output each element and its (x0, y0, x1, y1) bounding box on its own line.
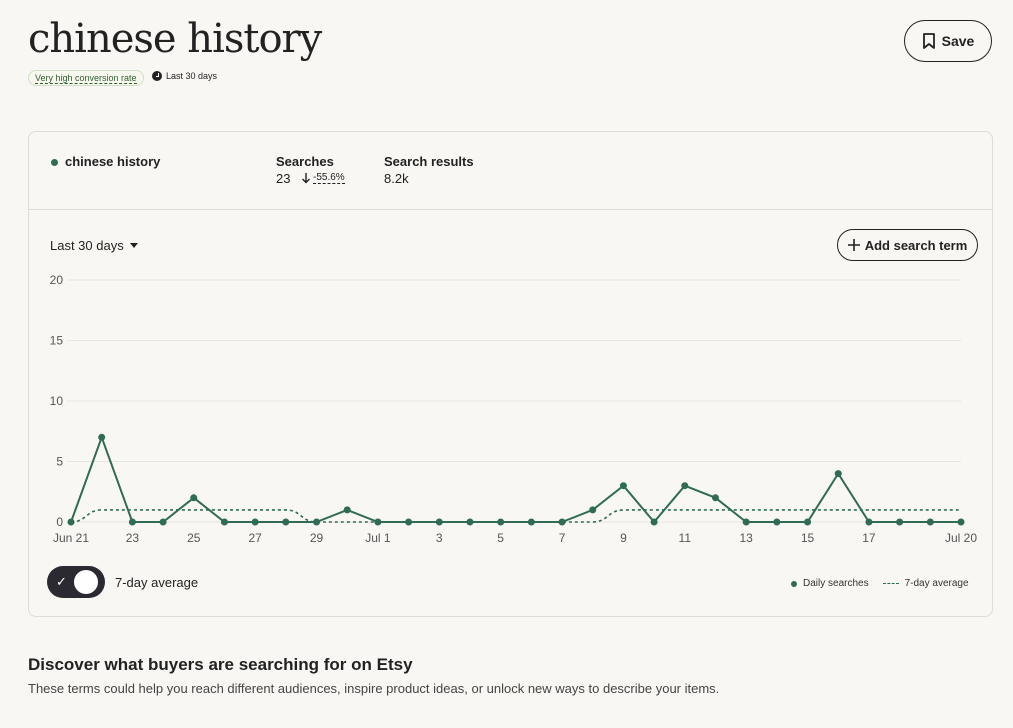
daily-searches-point (497, 518, 505, 526)
toggle-knob (74, 570, 98, 594)
y-tick-label: 20 (50, 273, 64, 287)
searches-label: Searches (276, 154, 334, 169)
searches-value: 23 (276, 171, 291, 186)
series-7-day-average (70, 509, 961, 523)
bookmark-icon (922, 33, 935, 49)
date-range-select[interactable]: Last 30 days (50, 238, 138, 253)
daily-searches-point (957, 518, 965, 526)
chevron-down-icon (129, 243, 138, 248)
add-search-term-button[interactable]: Add search term (837, 229, 978, 261)
daily-searches-point (343, 506, 351, 514)
x-tick-label: 9 (620, 531, 627, 545)
average-toggle[interactable]: ✓ (47, 566, 105, 598)
results-label: Search results (384, 154, 474, 169)
daily-searches-point (527, 518, 535, 526)
daily-searches-point (466, 518, 474, 526)
check-icon: ✓ (56, 574, 67, 589)
x-tick-label: 15 (801, 531, 815, 545)
daily-searches-point (926, 518, 934, 526)
conversion-badge-label: Very high conversion rate (35, 73, 137, 84)
discover-description: These terms could help you reach differe… (28, 681, 720, 696)
searches-change-value: -55.6% (313, 172, 345, 184)
legend-daily-label: Daily searches (803, 578, 869, 589)
x-tick-label: 7 (559, 531, 566, 545)
x-tick-label: 3 (436, 531, 443, 545)
x-tick-label: Jun 21 (53, 531, 89, 545)
searches-change[interactable]: -55.6% (301, 172, 345, 184)
daily-searches-point (896, 518, 904, 526)
daily-searches-point (558, 518, 566, 526)
save-button[interactable]: Save (904, 20, 992, 62)
daily-searches-point (804, 518, 812, 526)
period-tag: Last 30 days (152, 71, 217, 81)
daily-searches-point (374, 518, 382, 526)
x-tick-label: 5 (497, 531, 504, 545)
daily-searches-point (650, 518, 658, 526)
series-daily-searches (70, 434, 961, 524)
term-name: chinese history (65, 154, 161, 169)
x-tick-label: 17 (862, 531, 876, 545)
daily-searches-point (773, 518, 781, 526)
average-toggle-label: 7-day average (115, 575, 199, 590)
daily-searches-point (67, 518, 75, 526)
y-tick-label: 5 (56, 455, 63, 469)
legend-daily-marker (791, 580, 797, 587)
term-color-dot (51, 159, 58, 166)
x-tick-label: Jul 20 (945, 531, 977, 545)
daily-searches-point (313, 518, 321, 526)
y-tick-label: 0 (56, 515, 63, 529)
y-tick-label: 15 (50, 334, 64, 348)
daily-searches-point (619, 482, 627, 490)
daily-searches-point (251, 518, 259, 526)
daily-searches-point (220, 518, 228, 526)
x-tick-label: 23 (126, 531, 140, 545)
daily-searches-point (742, 518, 750, 526)
x-tick-label: 27 (248, 531, 262, 545)
card-divider (29, 209, 992, 210)
legend-avg-marker (882, 583, 899, 584)
daily-searches-point (711, 494, 719, 502)
period-label: Last 30 days (166, 71, 218, 81)
discover-heading: Discover what buyers are searching for o… (28, 655, 413, 674)
conversion-badge[interactable]: Very high conversion rate (28, 70, 144, 86)
clock-icon (152, 71, 162, 81)
x-tick-label: 11 (679, 531, 692, 545)
y-tick-label: 10 (50, 394, 64, 408)
daily-searches-point (98, 433, 106, 441)
x-tick-label: 25 (187, 531, 201, 545)
daily-searches-point (681, 482, 689, 490)
chart-legend: Daily searches 7-day average (791, 578, 969, 589)
date-range-label: Last 30 days (50, 238, 124, 253)
x-tick-label: Jul 1 (365, 531, 391, 545)
daily-searches-point (865, 518, 873, 526)
x-tick-label: 13 (739, 531, 753, 545)
legend-avg-label: 7-day average (904, 578, 969, 589)
daily-searches-point (435, 518, 443, 526)
add-search-term-label: Add search term (864, 237, 968, 253)
daily-searches-point (159, 518, 167, 526)
daily-searches-point (405, 518, 413, 526)
plus-icon (847, 239, 860, 251)
search-trend-card: chinese history Searches 23 -55.6% Searc… (28, 131, 993, 617)
daily-searches-point (834, 470, 842, 478)
results-value: 8.2k (384, 171, 409, 186)
x-tick-label: 29 (310, 531, 324, 545)
line-chart: 0 5 10 15 20 Jun 21 23 25 27 29 Jul 1 3 5 7 9 11 13 15 17 J… (50, 273, 978, 545)
daily-searches-point (282, 518, 290, 526)
arrow-down-icon (302, 173, 310, 184)
save-button-label: Save (941, 33, 975, 49)
daily-searches-point (190, 494, 198, 502)
daily-searches-point (128, 518, 136, 526)
page-title: chinese history (28, 16, 322, 62)
daily-searches-point (589, 506, 597, 514)
